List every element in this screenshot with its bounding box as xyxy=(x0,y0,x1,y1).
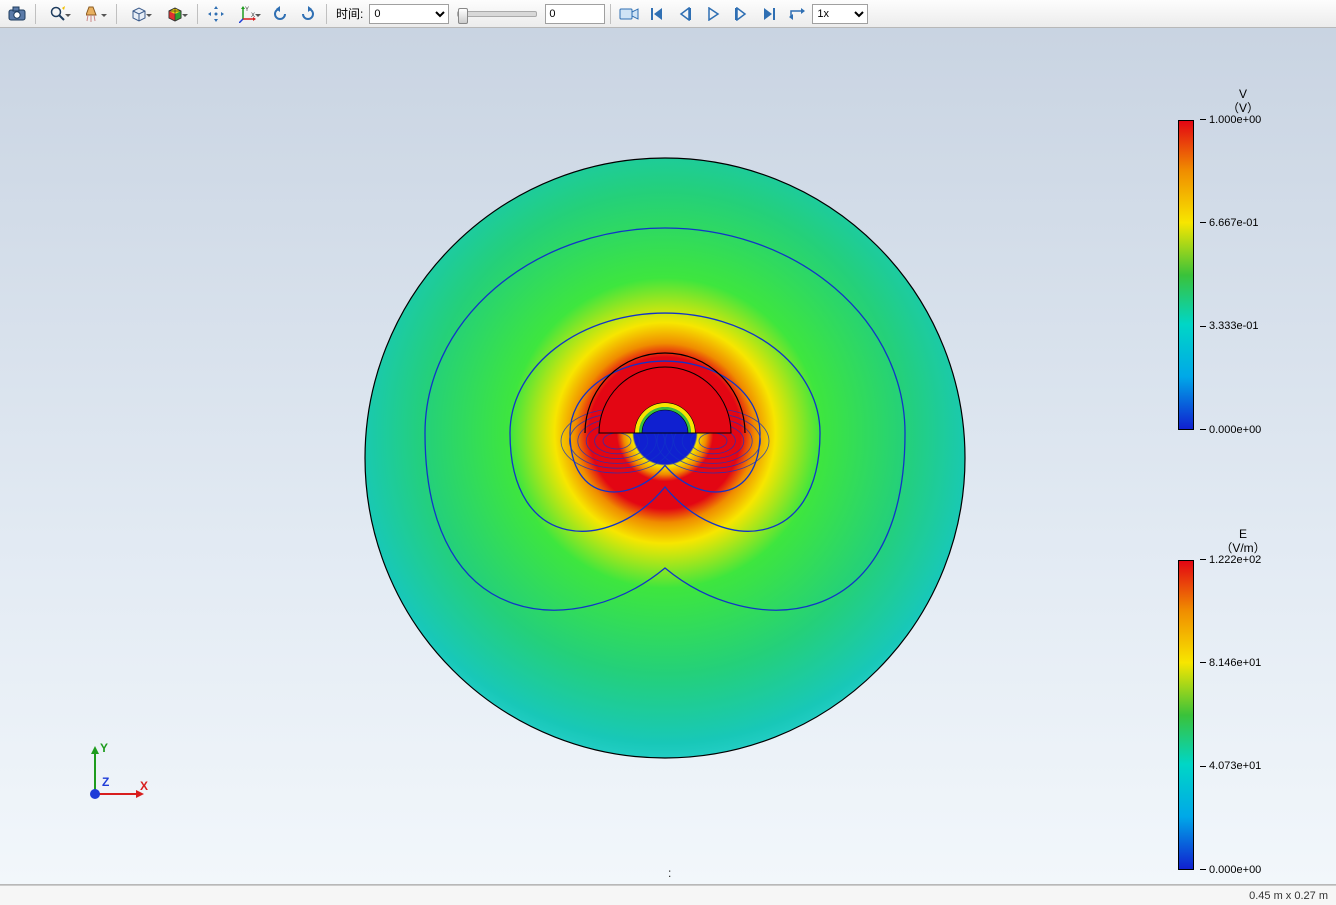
play-icon xyxy=(706,7,720,21)
toolbar-separator xyxy=(610,4,611,24)
legend-colorbar xyxy=(1178,560,1194,870)
main-toolbar: YX 时间: 0 1x xyxy=(0,0,1336,28)
pan-icon xyxy=(207,5,225,23)
prev-frame-icon xyxy=(678,7,692,21)
legend-efield: E（V/m） 1.222e+028.146e+014.073e+010.000e… xyxy=(1178,528,1308,870)
brush-icon xyxy=(86,5,102,23)
legend-tick: 0.000e+00 xyxy=(1200,424,1261,436)
time-slider[interactable] xyxy=(457,11,537,17)
triad-z-label: Z xyxy=(102,775,109,789)
rubik-icon xyxy=(166,5,184,23)
legend-tick: 6.667e-01 xyxy=(1200,217,1259,229)
field-plot xyxy=(0,28,1336,885)
triad-y-label: Y xyxy=(100,741,108,755)
axes-orient-icon: YX xyxy=(239,5,257,23)
triad-x-label: X xyxy=(140,779,148,793)
next-frame-icon xyxy=(734,7,748,21)
legend-tick: 8.146e+01 xyxy=(1200,657,1261,669)
rotate-cw-icon xyxy=(299,5,317,23)
cube-icon xyxy=(130,5,148,23)
zoom-icon xyxy=(50,6,66,22)
prev-frame-button[interactable] xyxy=(672,2,698,26)
legend-tick: 4.073e+01 xyxy=(1200,760,1261,772)
record-button[interactable] xyxy=(616,2,642,26)
orientation-triad: Y X Z xyxy=(80,734,160,814)
rotate-cw-button[interactable] xyxy=(295,2,321,26)
last-frame-button[interactable] xyxy=(756,2,782,26)
rotate-ccw-icon xyxy=(271,5,289,23)
rotate-ccw-button[interactable] xyxy=(267,2,293,26)
time-spin-input[interactable] xyxy=(545,4,605,24)
toolbar-separator xyxy=(35,4,36,24)
record-icon xyxy=(619,7,639,21)
brush-button[interactable] xyxy=(77,2,111,26)
zoom-button[interactable] xyxy=(41,2,75,26)
viewport-3d[interactable]: V（V） 1.000e+00 6.667e-01 3.333e-01 0.000e+0… xyxy=(0,28,1336,885)
legend-tick: 1.000e+00 xyxy=(1200,114,1261,126)
pan-button[interactable] xyxy=(203,2,229,26)
svg-text:X: X xyxy=(251,13,255,19)
first-frame-icon xyxy=(650,7,664,21)
legend-colorbar xyxy=(1178,120,1194,430)
axes-orient-button[interactable]: YX xyxy=(231,2,265,26)
time-select[interactable]: 0 xyxy=(369,4,449,24)
legend-tick: 1.222e+02 xyxy=(1200,554,1261,566)
time-label: 时间: xyxy=(336,5,363,22)
speed-select[interactable]: 1x xyxy=(812,4,868,24)
legend-voltage: V（V） 1.000e+006.667e-013.333e-010.000e+0… xyxy=(1178,88,1308,430)
toolbar-separator xyxy=(116,4,117,24)
legend-tick: 3.333e-01 xyxy=(1200,320,1259,332)
cube-view-button[interactable] xyxy=(122,2,156,26)
svg-text:Y: Y xyxy=(245,7,249,13)
viewport-center-text: : xyxy=(668,866,671,880)
camera-button[interactable] xyxy=(4,2,30,26)
status-dimensions: 0.45 m x 0.27 m xyxy=(1249,890,1328,902)
camera-icon xyxy=(8,6,26,22)
next-frame-button[interactable] xyxy=(728,2,754,26)
first-frame-button[interactable] xyxy=(644,2,670,26)
status-bar: 0.45 m x 0.27 m xyxy=(0,885,1336,905)
color-cube-button[interactable] xyxy=(158,2,192,26)
last-frame-icon xyxy=(762,7,776,21)
loop-button[interactable] xyxy=(784,2,810,26)
play-button[interactable] xyxy=(700,2,726,26)
legend-title: E（V/m） xyxy=(1178,528,1308,556)
loop-icon xyxy=(788,7,806,21)
legend-tick: 0.000e+00 xyxy=(1200,864,1261,876)
toolbar-separator xyxy=(197,4,198,24)
legend-title: V（V） xyxy=(1178,88,1308,116)
toolbar-separator xyxy=(326,4,327,24)
